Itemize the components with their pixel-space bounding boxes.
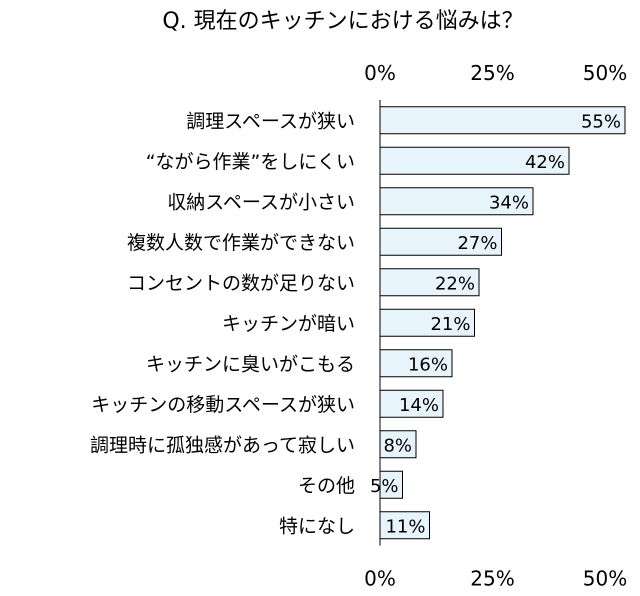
category-label: キッチンに臭いがこもる (146, 353, 355, 375)
data-label: 27% (457, 233, 497, 254)
category-label: 収納スペースが小さい (167, 191, 355, 213)
bar (379, 430, 417, 459)
bar (379, 227, 502, 256)
bar (379, 268, 480, 297)
data-label: 22% (435, 273, 475, 294)
data-label: 8% (383, 435, 412, 456)
x-tick-label-top: 25% (470, 61, 514, 85)
category-label: コンセントの数が足りない (127, 272, 355, 294)
x-tick-label-bottom: 50% (583, 567, 627, 591)
x-tick-label-top: 0% (364, 61, 396, 85)
category-label: キッチンが暗い (222, 313, 355, 335)
bar (379, 308, 475, 337)
category-label: “ながら作業”をしにくい (146, 151, 355, 173)
bar (379, 106, 626, 135)
bar (379, 146, 570, 175)
bar (379, 511, 430, 540)
chart-title: Q. 現在のキッチンにおける悩みは？ (162, 9, 523, 34)
x-tick-label-bottom: 25% (470, 567, 514, 591)
category-label: 特になし (279, 515, 355, 537)
data-label: 11% (385, 516, 425, 537)
data-label: 55% (581, 111, 621, 132)
bar (379, 187, 534, 216)
category-label: 調理時に孤独感があって寂しい (90, 434, 355, 456)
data-label: 34% (489, 192, 529, 213)
bar (379, 389, 444, 418)
category-label: その他 (298, 475, 355, 497)
category-label: キッチンの移動スペースが狭い (91, 394, 355, 416)
data-label: 5% (370, 476, 399, 497)
data-label: 42% (525, 152, 565, 173)
data-label: 14% (399, 395, 439, 416)
bar (379, 470, 403, 499)
bar (379, 349, 453, 378)
category-label: 複数人数で作業ができない (127, 232, 355, 254)
data-label: 16% (408, 354, 448, 375)
data-label: 21% (430, 314, 470, 335)
x-tick-label-top: 50% (583, 61, 627, 85)
category-label: 調理スペースが狭い (186, 110, 355, 132)
x-tick-label-bottom: 0% (364, 567, 396, 591)
